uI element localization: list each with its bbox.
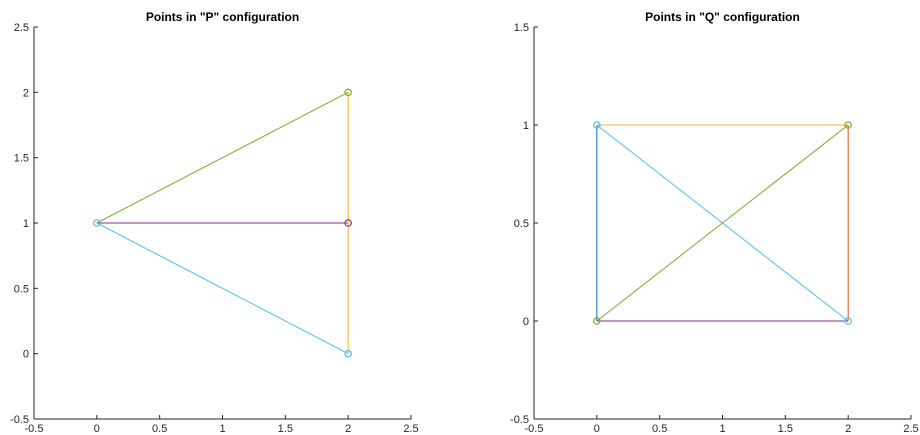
y-tick-label: 1 — [23, 218, 29, 230]
y-tick-label: 0.5 — [14, 283, 29, 295]
x-tick-label: 2 — [845, 423, 851, 435]
y-tick-label: 2.5 — [14, 22, 29, 34]
x-tick-label: 2.5 — [403, 423, 418, 435]
chart-1: Points in "P" configuration -0.5 0 0.5 1 1.5 2… — [10, 10, 419, 435]
y-tick-label: 1 — [523, 120, 529, 132]
y-tick-label: -0.5 — [10, 414, 29, 426]
x-tick-label: 2 — [345, 423, 351, 435]
y-tick-label: 0 — [23, 349, 29, 361]
y-tick-label: 0 — [523, 316, 529, 328]
x-tick-label: 0 — [94, 423, 100, 435]
y-tick-label: -0.5 — [510, 414, 529, 426]
x-tick-label: 0 — [594, 423, 600, 435]
series-line-segment — [97, 223, 348, 354]
y-tick-label: 1.5 — [14, 153, 29, 165]
series-line-segment — [97, 92, 348, 223]
x-tick-label: 1.5 — [778, 423, 793, 435]
y-tick-label: 0.5 — [514, 218, 529, 230]
x-tick-label: 0.5 — [152, 423, 167, 435]
x-tick-label: 1.5 — [278, 423, 293, 435]
x-tick-label: 1 — [719, 423, 725, 435]
x-tick-label: 2.5 — [903, 423, 918, 435]
x-tick-label: 1 — [219, 423, 225, 435]
chart-2: Points in "Q" configuration -0.5 0 0.5 1 1.5 2… — [510, 10, 919, 435]
y-tick-label: 2 — [23, 87, 29, 99]
y-tick-label: 1.5 — [514, 22, 529, 34]
x-tick-label: 0.5 — [652, 423, 667, 435]
chart-title: Points in "P" configuration — [146, 10, 299, 24]
chart-title: Points in "Q" configuration — [645, 10, 800, 24]
